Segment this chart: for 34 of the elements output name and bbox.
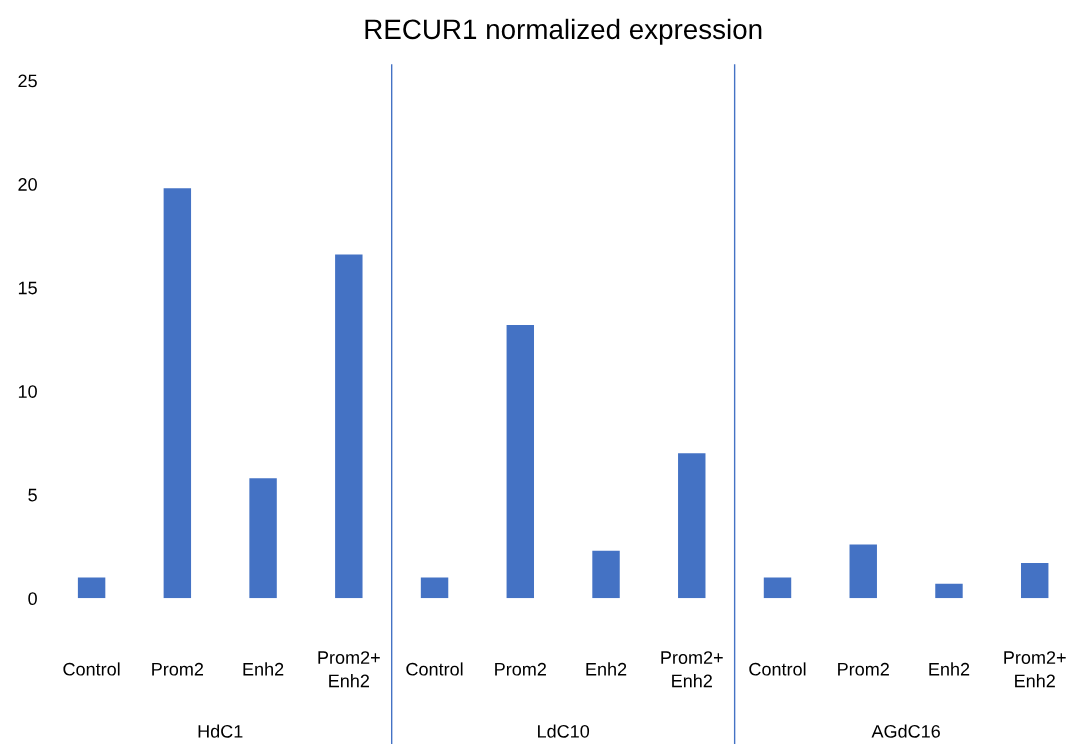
x-tick-label: Control [406,662,463,676]
bar [163,188,192,599]
x-tick-label: Prom2 [152,662,204,676]
y-tick-label: 5 [28,488,37,502]
x-tick-label: Control [749,662,806,676]
bar [77,577,106,599]
chart-title: RECUR1 normalized expression [365,18,762,45]
x-tick-label: Enh2 [243,662,284,676]
bar [763,577,792,599]
y-tick-label: 20 [18,178,37,191]
x-tick-label: Prom2+ Enh2 [1004,651,1066,688]
y-tick-label: 10 [18,385,37,398]
bar [420,577,449,599]
bar [678,453,706,599]
bar [249,478,277,599]
bar [849,544,877,599]
bar [335,254,363,599]
text: LdC10 [538,724,590,738]
y-tick-label: 25 [18,74,37,88]
bar [935,583,963,599]
text: HdC1 [198,724,243,738]
y-tick-label: 15 [18,281,37,295]
x-tick-label: Prom2+ Enh2 [318,651,380,688]
y-tick-label: 0 [28,592,37,606]
x-tick-label: Control [63,662,120,676]
x-tick-label: Prom2 [838,662,889,676]
x-tick-label: Enh2 [929,662,970,676]
text: AGdC16 [871,724,940,738]
bar [506,324,535,599]
x-tick-label: Enh2 [586,662,627,676]
x-tick-label: Prom2 [495,662,546,676]
bar [1021,563,1049,599]
bar [592,550,620,599]
x-tick-label: Prom2+ Enh2 [661,651,723,688]
